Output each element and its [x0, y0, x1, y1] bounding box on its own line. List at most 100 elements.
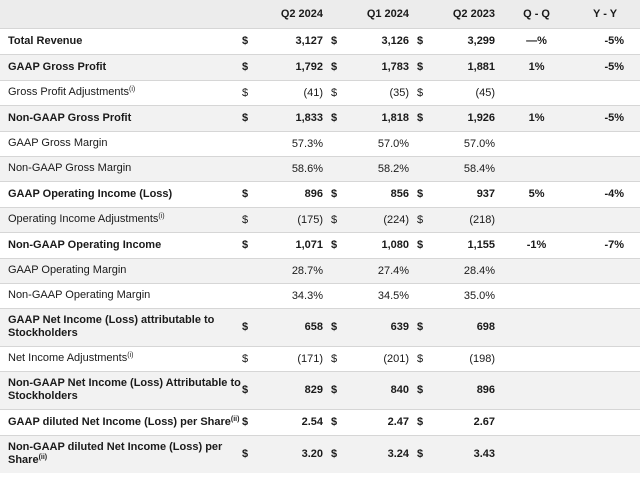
value-q2-2023: 3.43	[473, 448, 496, 461]
value-q2-2024: 3.20	[301, 448, 324, 461]
value-q2-2023: 1,926	[467, 112, 496, 124]
value-q2-2024: (171)	[297, 352, 324, 365]
change-qq: 5%	[528, 188, 545, 200]
value-q1-2024: 57.0%	[377, 137, 410, 150]
dollar-sign: $	[331, 416, 338, 428]
header-q2-2024: Q2 2024	[280, 7, 324, 20]
change-qq: 1%	[528, 112, 545, 124]
value-q2-2024: 28.7%	[291, 264, 324, 277]
dollar-sign: $	[331, 352, 338, 365]
row-label: Gross Profit Adjustments(i)	[0, 80, 242, 105]
dollar-sign	[242, 131, 256, 156]
value-q2-2023: 28.4%	[463, 264, 496, 277]
header-row: Q2 2024 Q1 2024 Q2 2023 Q - Q Y - Y	[0, 0, 640, 28]
table-row: GAAP Net Income (Loss) attributable to S…	[0, 308, 640, 346]
row-label: Non-GAAP Gross Margin	[0, 156, 242, 181]
change-yy	[570, 409, 640, 435]
value-q2-2024: 829	[304, 384, 324, 396]
change-qq	[503, 371, 570, 409]
dollar-sign: $	[417, 188, 424, 200]
value-q2-2024: 896	[304, 188, 324, 200]
table-row: Non-GAAP Net Income (Loss) Attributable …	[0, 371, 640, 409]
value-q2-2024: 57.3%	[291, 137, 324, 150]
dollar-sign: $	[242, 213, 249, 226]
change-qq	[503, 346, 570, 371]
value-q2-2024: 58.6%	[291, 162, 324, 175]
dollar-sign: $	[242, 61, 249, 73]
table-row: GAAP diluted Net Income (Loss) per Share…	[0, 409, 640, 435]
row-label: Non-GAAP Operating Income	[0, 232, 242, 258]
dollar-sign: $	[242, 112, 249, 124]
change-qq	[503, 131, 570, 156]
value-q1-2024: 3.24	[387, 448, 410, 461]
value-q2-2024: 3,127	[295, 35, 324, 47]
row-label: GAAP Operating Income (Loss)	[0, 181, 242, 207]
dollar-sign	[331, 131, 345, 156]
row-label-text: GAAP Gross Profit	[8, 60, 107, 73]
change-yy	[570, 131, 640, 156]
row-label-text: Non-GAAP Net Income (Loss) Attributable …	[8, 377, 241, 402]
dollar-sign	[242, 156, 256, 181]
value-q2-2023: 1,155	[467, 239, 496, 251]
change-yy	[570, 371, 640, 409]
header-q2-2023: Q2 2023	[452, 7, 496, 20]
dollar-sign: $	[242, 321, 249, 333]
table-row: Non-GAAP Operating Income $1,071 $1,080 $1,…	[0, 232, 640, 258]
footnote-marker: (i)	[127, 352, 134, 359]
header-q1-2024: Q1 2024	[366, 7, 410, 20]
row-label-text: Operating Income Adjustments	[8, 213, 159, 225]
change-yy: -5%	[604, 112, 625, 124]
table-row: Net Income Adjustments(i) $ (171) $ (201) $ (1…	[0, 346, 640, 371]
row-label: GAAP Net Income (Loss) attributable to S…	[0, 308, 242, 346]
value-q1-2024: (224)	[383, 213, 410, 226]
table-row: GAAP Gross Margin 57.3% 57.0% 57.0%	[0, 131, 640, 156]
dollar-sign: $	[417, 213, 424, 226]
table-row: Operating Income Adjustments(i) $ (175) $ (2…	[0, 207, 640, 232]
value-q2-2024: 1,792	[295, 61, 324, 73]
row-label: GAAP Operating Margin	[0, 258, 242, 283]
table-row: Total Revenue $3,127 $3,126 $3,299 —% -5%	[0, 28, 640, 54]
row-label-text: GAAP Gross Margin	[8, 137, 108, 149]
row-label-text: Non-GAAP Gross Margin	[8, 162, 132, 174]
dollar-sign: $	[417, 61, 424, 73]
row-label-text: GAAP Operating Margin	[8, 264, 127, 276]
dollar-sign: $	[417, 321, 424, 333]
dollar-sign: $	[242, 35, 249, 47]
value-q2-2023: 57.0%	[463, 137, 496, 150]
dollar-sign	[417, 156, 431, 181]
footnote-marker: (ii)	[38, 454, 48, 462]
row-label: Non-GAAP Net Income (Loss) Attributable …	[0, 371, 242, 409]
row-label: Total Revenue	[0, 28, 242, 54]
dollar-sign: $	[242, 86, 249, 99]
dollar-sign	[242, 283, 256, 308]
change-yy	[570, 258, 640, 283]
change-qq: —%	[526, 35, 547, 47]
dollar-sign: $	[331, 448, 338, 461]
dollar-sign	[331, 156, 345, 181]
value-q1-2024: (201)	[383, 352, 410, 365]
value-q2-2023: 2.67	[473, 416, 496, 428]
change-qq	[503, 435, 570, 473]
footnote-marker: (i)	[129, 86, 136, 93]
dollar-sign: $	[331, 239, 338, 251]
table-row: GAAP Operating Income (Loss) $896 $856 $937…	[0, 181, 640, 207]
dollar-sign: $	[242, 416, 249, 428]
change-qq	[503, 308, 570, 346]
dollar-sign: $	[242, 188, 249, 200]
value-q1-2024: 639	[390, 321, 410, 333]
dollar-sign	[417, 131, 431, 156]
dollar-sign: $	[331, 35, 338, 47]
table-row: GAAP Gross Profit $1,792 $1,783 $1,881 1% -5%	[0, 54, 640, 80]
change-yy: -5%	[604, 61, 625, 73]
dollar-sign: $	[417, 384, 424, 396]
dollar-sign: $	[242, 239, 249, 251]
change-qq: 1%	[528, 61, 545, 73]
header-qq: Q - Q	[523, 7, 550, 20]
row-label-text: GAAP Net Income (Loss) attributable to S…	[8, 314, 215, 339]
change-yy	[570, 80, 640, 105]
row-label: Non-GAAP Operating Margin	[0, 283, 242, 308]
footnote-marker: (ii)	[230, 415, 240, 423]
value-q1-2024: (35)	[389, 86, 410, 99]
table-row: GAAP Operating Margin 28.7% 27.4% 28.4%	[0, 258, 640, 283]
table-row: Non-GAAP diluted Net Income (Loss) per S…	[0, 435, 640, 473]
